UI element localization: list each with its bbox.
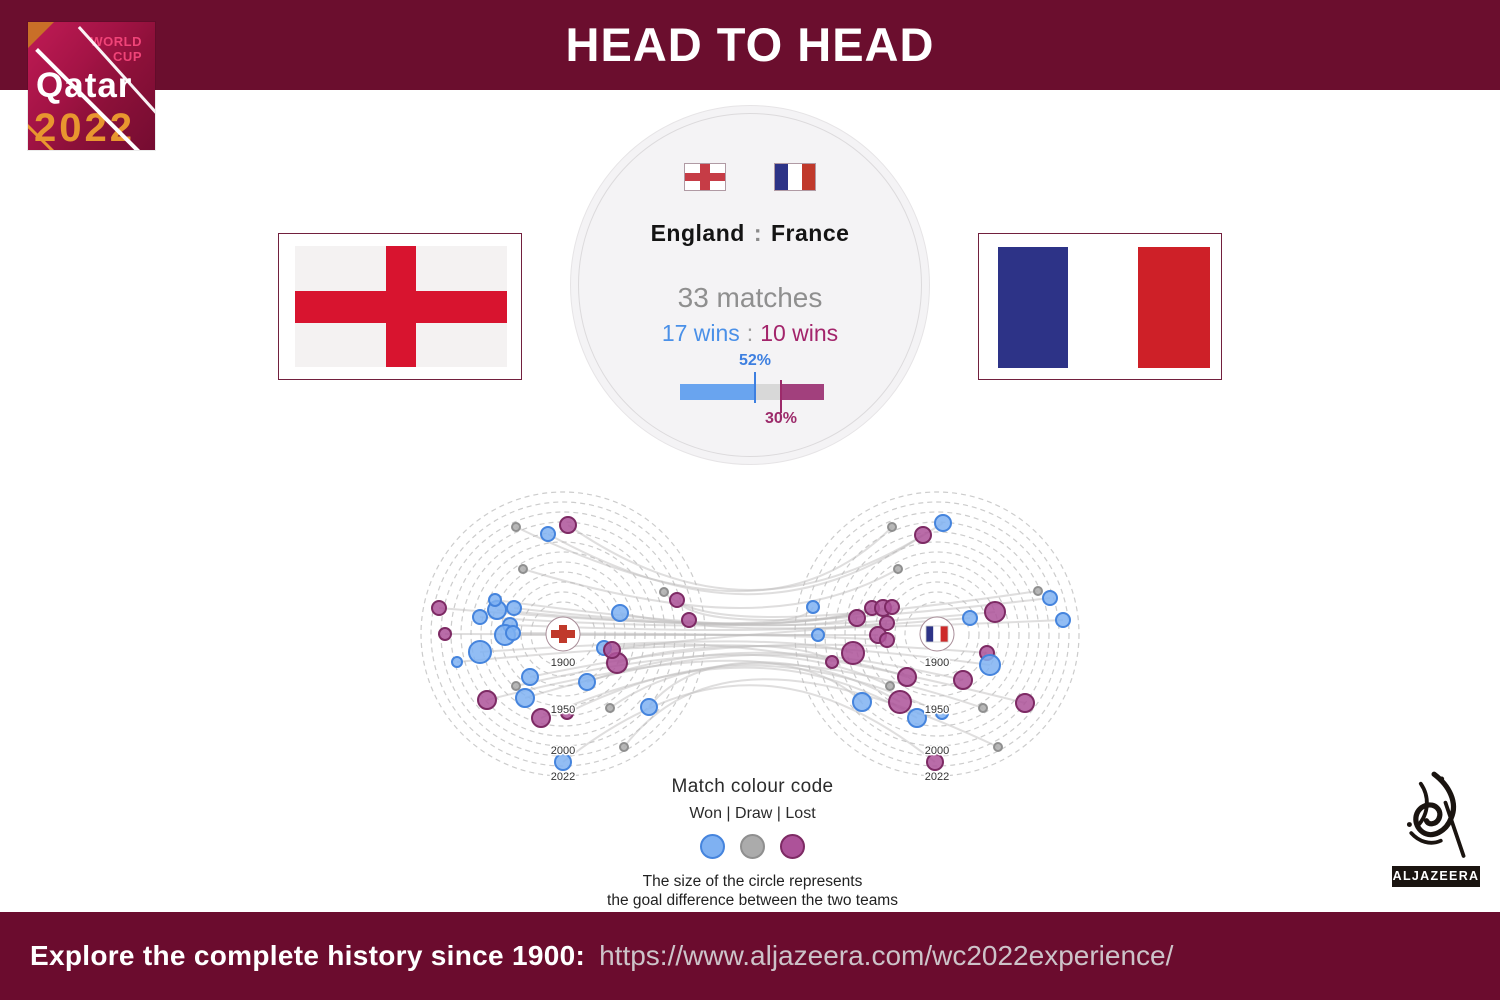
legend-title: Match colour code xyxy=(671,776,834,797)
team-right-name: France xyxy=(770,220,850,246)
matches-count: 33 matches xyxy=(677,282,823,313)
svg-text:2000: 2000 xyxy=(925,745,949,757)
svg-text:2022: 2022 xyxy=(925,771,949,783)
svg-text:2000: 2000 xyxy=(551,745,575,757)
match-network-chart: 1900 1950 2000 2022 1900 1950 2000 2022 xyxy=(420,491,1080,785)
wins-separator: : xyxy=(746,320,754,346)
svg-text:1900: 1900 xyxy=(925,657,949,669)
bar-segment-england xyxy=(680,384,755,400)
legend-result-labels: Won | Draw | Lost xyxy=(689,805,816,822)
england-flag xyxy=(278,233,522,380)
aljazeera-wordmark: ALJAZEERA xyxy=(1392,866,1480,887)
header-bar: HEAD TO HEAD xyxy=(0,0,1500,90)
page-title: HEAD TO HEAD xyxy=(565,18,935,71)
won-dot xyxy=(700,834,725,859)
england-win-percentage: 52% xyxy=(738,352,772,369)
qatar-2022-logo: WORLD CUP Qatar 2022 xyxy=(28,22,155,150)
bar-tick-france xyxy=(779,380,782,413)
aljazeera-logo: ALJAZEERA xyxy=(1392,770,1480,887)
footer-label: Explore the complete history since 1900: xyxy=(30,940,586,971)
bar-tick-england xyxy=(753,372,756,403)
legend-dots xyxy=(560,834,945,859)
svg-text:1950: 1950 xyxy=(925,704,949,716)
teams-separator: : xyxy=(753,220,762,246)
logo-worldcup-text: WORLD CUP xyxy=(90,34,142,64)
footer-url-link[interactable]: https://www.aljazeera.com/wc2022experien… xyxy=(599,940,1174,971)
lost-dot xyxy=(780,834,805,859)
france-mini-flag xyxy=(774,163,816,191)
england-wins: 17 wins xyxy=(661,320,740,346)
france-flag xyxy=(978,233,1222,380)
team-left-name: England xyxy=(650,220,745,246)
win-ratio-bar xyxy=(680,372,824,418)
france-wins: 10 wins xyxy=(760,320,839,346)
draw-dot xyxy=(740,834,765,859)
france-win-percentage: 30% xyxy=(764,410,798,427)
svg-text:1900: 1900 xyxy=(551,657,575,669)
logo-corner-accent xyxy=(28,22,54,48)
teams-line: England: France xyxy=(571,220,929,247)
chart-legend: Match colour code Won | Draw | Lost The … xyxy=(560,776,945,911)
footer-bar: Explore the complete history since 1900:… xyxy=(0,912,1500,1000)
england-mini-flag xyxy=(684,163,726,191)
bar-segment-france xyxy=(780,384,824,400)
size-note: The size of the circle represents the go… xyxy=(607,873,898,910)
svg-text:1950: 1950 xyxy=(551,704,575,716)
head-to-head-summary: England: France 33 matches 17 wins:10 win… xyxy=(570,105,930,465)
bar-segment-draw xyxy=(754,384,781,400)
logo-year-text: 2022 xyxy=(34,106,135,150)
mini-flags-row xyxy=(571,163,929,191)
aljazeera-flame-icon xyxy=(1406,771,1466,858)
svg-text:2022: 2022 xyxy=(551,771,575,783)
wins-line: 17 wins:10 wins xyxy=(571,320,929,347)
